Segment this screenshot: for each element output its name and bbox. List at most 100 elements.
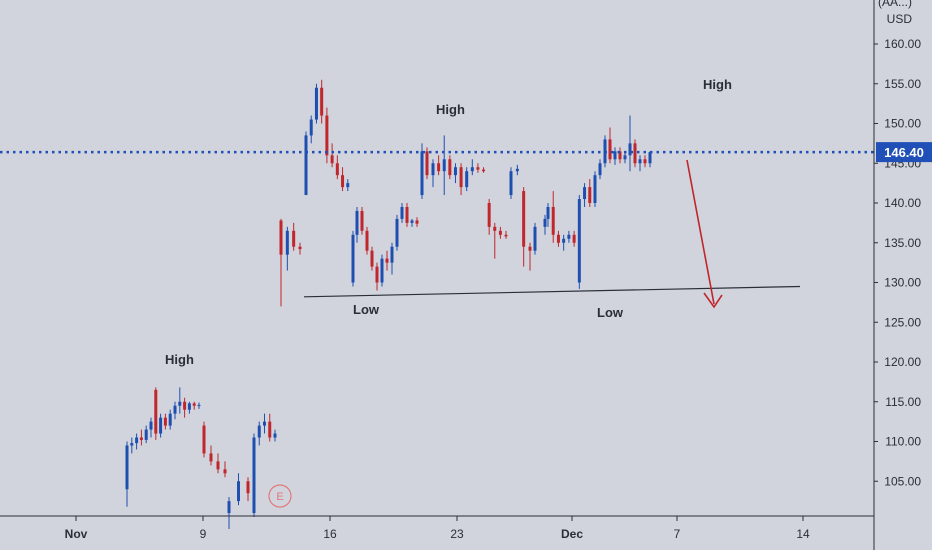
candle[interactable] xyxy=(390,242,394,275)
candle[interactable] xyxy=(223,461,227,478)
candle[interactable] xyxy=(130,437,134,454)
candle[interactable] xyxy=(197,402,201,409)
candle[interactable] xyxy=(370,246,374,271)
candle[interactable] xyxy=(400,203,404,223)
candle[interactable] xyxy=(476,163,480,173)
x-axis[interactable]: Nov 9 16 23 Dec 7 14 xyxy=(65,516,810,541)
candle[interactable] xyxy=(628,115,632,172)
candle[interactable] xyxy=(470,159,474,176)
candle[interactable] xyxy=(192,401,196,410)
candle[interactable] xyxy=(125,441,129,507)
candle[interactable] xyxy=(237,473,240,506)
candle[interactable] xyxy=(279,218,283,307)
candle[interactable] xyxy=(144,425,148,444)
candle[interactable] xyxy=(415,217,419,227)
candle[interactable] xyxy=(309,115,313,144)
candle[interactable] xyxy=(355,206,359,243)
candle[interactable] xyxy=(159,413,163,438)
candle[interactable] xyxy=(633,139,637,168)
candle[interactable] xyxy=(608,127,612,164)
candle[interactable] xyxy=(487,199,491,235)
candle[interactable] xyxy=(638,155,642,172)
candle[interactable] xyxy=(572,230,576,247)
candle[interactable] xyxy=(149,417,153,438)
candle[interactable] xyxy=(325,107,329,164)
forecast-arrow[interactable] xyxy=(686,159,723,309)
candle[interactable] xyxy=(546,203,550,227)
candle[interactable] xyxy=(420,143,424,200)
candle[interactable] xyxy=(593,171,597,207)
candle[interactable] xyxy=(504,230,508,239)
candle[interactable] xyxy=(292,222,296,251)
candle[interactable] xyxy=(425,147,429,180)
candle[interactable] xyxy=(643,155,647,168)
candle[interactable] xyxy=(431,159,435,188)
candle[interactable] xyxy=(482,167,486,173)
candle[interactable] xyxy=(268,413,272,442)
candle[interactable] xyxy=(202,421,206,458)
candle[interactable] xyxy=(498,226,502,239)
candle[interactable] xyxy=(178,387,182,414)
candle[interactable] xyxy=(314,83,318,124)
candle[interactable] xyxy=(252,433,256,518)
candle[interactable] xyxy=(448,155,452,180)
candle[interactable] xyxy=(395,214,399,251)
y-axis[interactable]: 160.00155.00150.00145.00140.00135.00130.… xyxy=(874,37,921,488)
candle[interactable] xyxy=(528,242,532,271)
candle[interactable] xyxy=(613,147,617,165)
candle[interactable] xyxy=(522,187,526,267)
candle[interactable] xyxy=(263,413,266,434)
candle[interactable] xyxy=(341,167,345,192)
candle[interactable] xyxy=(405,203,409,227)
candle[interactable] xyxy=(320,79,324,124)
candle[interactable] xyxy=(648,151,652,168)
candle[interactable] xyxy=(577,195,581,289)
candle[interactable] xyxy=(246,477,250,502)
earnings-event-marker[interactable]: E xyxy=(268,484,292,508)
candle[interactable] xyxy=(330,143,334,168)
candle[interactable] xyxy=(173,401,177,420)
candle[interactable] xyxy=(298,242,302,255)
candle[interactable] xyxy=(551,191,555,243)
candle[interactable] xyxy=(163,413,167,430)
candle[interactable] xyxy=(360,206,364,235)
candle[interactable] xyxy=(304,131,308,196)
candle[interactable] xyxy=(135,433,139,450)
candle[interactable] xyxy=(273,429,277,442)
candle[interactable] xyxy=(365,226,369,255)
candle[interactable] xyxy=(515,164,519,176)
candle[interactable] xyxy=(380,254,384,287)
candle[interactable] xyxy=(533,222,537,255)
candle[interactable] xyxy=(437,155,441,176)
candle[interactable] xyxy=(351,230,355,287)
candle[interactable] xyxy=(187,401,191,414)
candle[interactable] xyxy=(442,135,446,196)
candle[interactable] xyxy=(598,159,602,180)
candle[interactable] xyxy=(227,497,231,529)
candle[interactable] xyxy=(410,218,414,227)
candle[interactable] xyxy=(567,230,571,243)
candle[interactable] xyxy=(154,387,158,440)
candle[interactable] xyxy=(209,445,213,466)
candle[interactable] xyxy=(139,429,143,446)
candle[interactable] xyxy=(335,155,339,180)
candle[interactable] xyxy=(493,222,497,259)
candle[interactable] xyxy=(375,262,379,291)
candle[interactable] xyxy=(509,167,513,200)
candle[interactable] xyxy=(453,163,457,184)
candle[interactable] xyxy=(346,179,350,192)
candle[interactable] xyxy=(183,397,187,418)
candle[interactable] xyxy=(618,147,622,164)
candle[interactable] xyxy=(465,167,469,192)
candle[interactable] xyxy=(562,234,566,251)
candle[interactable] xyxy=(583,183,587,207)
candle[interactable] xyxy=(216,453,220,474)
candle[interactable] xyxy=(257,421,261,446)
candle[interactable] xyxy=(285,226,289,271)
candle[interactable] xyxy=(459,163,463,196)
candle[interactable] xyxy=(588,179,592,207)
candle[interactable] xyxy=(385,250,389,271)
candle[interactable] xyxy=(556,230,560,247)
candle[interactable] xyxy=(168,409,172,430)
